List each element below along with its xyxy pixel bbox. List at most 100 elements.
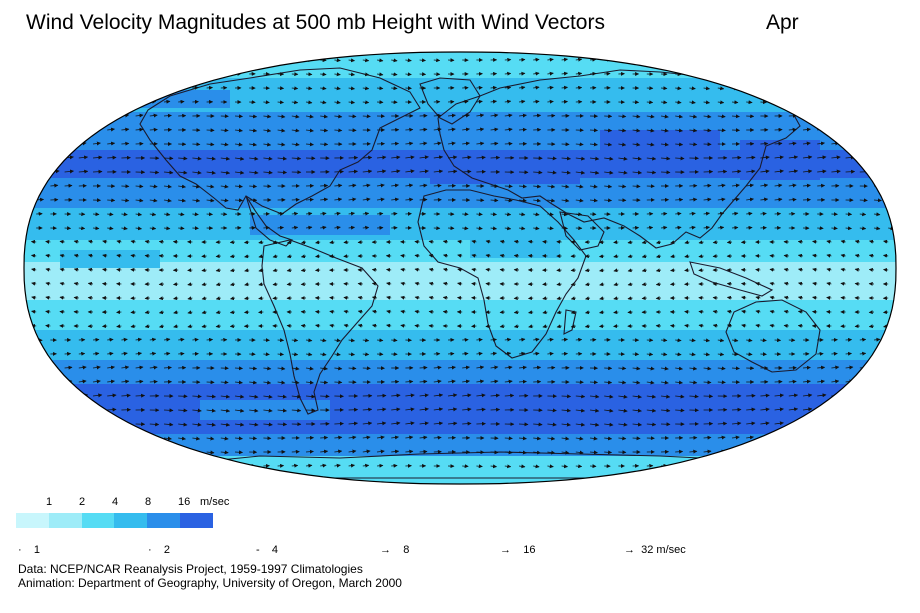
wind-vector xyxy=(17,256,22,257)
wind-vector xyxy=(533,57,540,62)
wind-vector xyxy=(547,337,554,342)
wind-vector xyxy=(817,169,827,174)
wind-vector xyxy=(386,323,392,328)
wind-vector xyxy=(561,184,570,189)
wind-vector xyxy=(717,225,725,230)
magnitude-patch xyxy=(640,360,800,380)
wind-vector xyxy=(746,211,753,216)
wind-vector xyxy=(457,253,463,258)
wind-vector xyxy=(613,282,619,287)
wind-vector xyxy=(135,212,142,217)
wind-vector xyxy=(50,421,60,426)
wind-vector xyxy=(135,393,146,398)
wind-vector xyxy=(873,127,882,132)
wind-vector xyxy=(206,337,214,342)
wind-vector xyxy=(485,267,491,272)
wind-vector xyxy=(741,281,747,286)
wind-vector xyxy=(36,421,46,426)
wind-vector xyxy=(144,239,150,244)
wind-vector xyxy=(391,211,398,216)
vector-legend-1: · 1 xyxy=(18,544,41,556)
wind-vector xyxy=(315,268,321,273)
wind-vector xyxy=(286,282,292,287)
wind-vector xyxy=(859,141,868,146)
wind-vector xyxy=(178,99,185,104)
wind-vector xyxy=(760,72,767,77)
wind-vector xyxy=(731,114,740,119)
wind-vector xyxy=(797,295,804,300)
wind-vector xyxy=(343,295,349,300)
wind-vector xyxy=(599,310,605,315)
wind-vector xyxy=(320,86,327,91)
wind-vector xyxy=(64,435,73,440)
wind-vector xyxy=(490,155,501,160)
wind-vector xyxy=(178,57,185,62)
wind-vector xyxy=(556,324,562,329)
wind-vector xyxy=(717,100,725,105)
wind-vector xyxy=(286,240,292,245)
wind-vector xyxy=(788,127,797,132)
wind-vector xyxy=(660,338,668,343)
wind-vector xyxy=(499,267,505,272)
continent-europe-asia xyxy=(437,69,801,249)
wind-vector xyxy=(386,309,392,314)
wind-vector xyxy=(59,309,65,314)
wind-vector xyxy=(883,239,889,244)
wind-vector xyxy=(249,114,258,119)
wind-vector xyxy=(476,337,483,342)
wind-vector xyxy=(419,197,428,202)
wind-vector xyxy=(868,253,875,258)
wind-vector xyxy=(604,142,613,147)
wind-vector xyxy=(504,184,513,189)
wind-vector xyxy=(774,141,783,146)
wind-vector xyxy=(320,338,327,343)
wind-vector xyxy=(727,323,733,328)
wind-vector xyxy=(513,239,520,244)
wind-vector xyxy=(442,281,449,286)
wind-vector xyxy=(59,239,65,244)
wind-vector xyxy=(783,253,789,258)
wind-vector xyxy=(315,240,321,245)
wind-vector xyxy=(92,226,100,231)
wind-vector xyxy=(433,113,442,118)
wind-vector xyxy=(604,71,611,76)
wind-vector xyxy=(372,309,378,314)
wind-vector xyxy=(689,463,696,468)
wind-vector xyxy=(817,407,827,412)
wind-vector xyxy=(542,310,548,315)
wind-vector xyxy=(24,449,30,454)
wind-vector xyxy=(244,268,250,273)
wind-vector xyxy=(660,142,669,147)
wind-vector xyxy=(888,436,896,441)
wind-vector xyxy=(627,254,633,259)
wind-vector xyxy=(845,141,854,146)
wind-vector xyxy=(163,408,174,413)
wind-vector xyxy=(36,407,46,412)
wind-vector xyxy=(476,113,485,118)
wind-vector xyxy=(36,72,43,77)
wind-vector xyxy=(888,351,895,356)
wind-vector xyxy=(348,197,357,202)
wind-vector xyxy=(831,226,838,231)
wind-vector xyxy=(348,114,357,119)
wind-vector xyxy=(116,239,122,244)
wind-vector xyxy=(561,198,570,203)
wind-vector xyxy=(348,86,355,91)
wind-vector xyxy=(760,463,767,468)
wind-vector xyxy=(504,198,513,203)
wind-vector xyxy=(272,254,278,259)
wind-vector xyxy=(689,86,696,91)
wind-vector xyxy=(726,240,733,245)
wind-vector xyxy=(769,309,775,314)
wind-vector xyxy=(64,113,73,118)
wind-vector xyxy=(36,393,46,398)
wind-vector xyxy=(788,449,797,454)
wind-vector xyxy=(632,142,641,147)
wind-vector xyxy=(263,352,270,357)
magnitude-patch xyxy=(470,240,560,258)
wind-vector xyxy=(641,268,647,273)
wind-vector xyxy=(589,71,597,76)
wind-vector xyxy=(476,85,483,90)
wind-vector xyxy=(698,240,704,245)
wind-vector xyxy=(315,323,321,328)
